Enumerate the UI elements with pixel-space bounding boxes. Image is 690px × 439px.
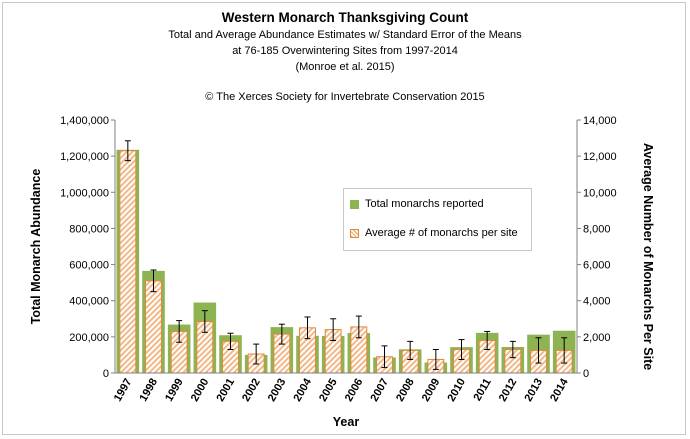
chart-subtitle-line-3: (Monroe et al. 2015) <box>295 61 395 73</box>
chart-title: Western Monarch Thanksgiving Count <box>221 10 469 25</box>
legend: Total monarchs reported Average # of mon… <box>343 188 532 251</box>
axes-layer <box>111 119 581 374</box>
y-tick-label-right-5: 10,000 <box>583 187 617 199</box>
y-tick-label-left-0: 0 <box>103 368 109 380</box>
legend-swatch-total <box>350 199 359 209</box>
x-tick-label-2005: 2005 <box>317 377 340 404</box>
x-tick-label-1999: 1999 <box>163 377 186 404</box>
x-tick-label-2003: 2003 <box>266 377 289 404</box>
y-tick-label-left-5: 1,000,000 <box>60 187 109 199</box>
x-tick-label-2006: 2006 <box>343 377 366 404</box>
x-tick-label-2010: 2010 <box>445 377 468 404</box>
bar-average-1998 <box>145 280 162 374</box>
x-tick-label-2007: 2007 <box>368 377 391 404</box>
x-tick-label-2000: 2000 <box>189 377 212 404</box>
x-tick-label-2001: 2001 <box>214 377 237 404</box>
y-axis-title-right: Average Number of Monarchs Per Site <box>641 143 655 370</box>
y-tick-label-right-2: 4,000 <box>583 296 611 308</box>
x-tick-label-1997: 1997 <box>112 377 135 404</box>
x-tick-label-2009: 2009 <box>420 377 443 404</box>
legend-swatch-average <box>350 228 359 238</box>
x-tick-label-2011: 2011 <box>471 376 493 403</box>
y-tick-label-right-1: 2,000 <box>583 332 611 344</box>
legend-item-average: Average # of monarchs per site <box>350 227 518 239</box>
bar-average-1997 <box>119 150 137 374</box>
y-tick-label-right-0: 0 <box>583 368 589 380</box>
y-tick-label-left-3: 600,000 <box>69 260 109 272</box>
y-tick-label-left-1: 200,000 <box>69 332 109 344</box>
legend-label-total: Total monarchs reported <box>365 198 484 210</box>
copyright-notice: © The Xerces Society for Invertebrate Co… <box>205 91 485 103</box>
x-tick-label-2012: 2012 <box>497 377 520 404</box>
y-tick-label-right-7: 14,000 <box>583 115 617 127</box>
x-tick-label-2004: 2004 <box>291 376 314 404</box>
axis-labels-layer: 1997 1998 1999 2000 2001 2002 2003 2004 2005 2006… <box>29 115 655 429</box>
x-tick-label-2014: 2014 <box>548 376 571 404</box>
y-tick-label-left-4: 800,000 <box>69 223 109 235</box>
y-tick-label-right-6: 12,000 <box>583 151 617 163</box>
legend-label-average: Average # of monarchs per site <box>365 227 518 239</box>
x-tick-label-2013: 2013 <box>522 377 545 404</box>
y-tick-label-left-6: 1,200,000 <box>60 151 109 163</box>
y-axis-title-left: Total Monarch Abundance <box>29 169 43 325</box>
y-tick-label-right-3: 6,000 <box>583 260 611 272</box>
chart-subtitle-line-1: Total and Average Abundance Estimates w/… <box>168 29 522 41</box>
chart-subtitle-line-2: at 76-185 Overwintering Sites from 1997-… <box>232 45 458 57</box>
y-tick-label-right-4: 8,000 <box>583 223 611 235</box>
y-tick-label-left-2: 400,000 <box>69 296 109 308</box>
legend-item-total: Total monarchs reported <box>350 198 484 210</box>
x-tick-label-2008: 2008 <box>394 377 417 404</box>
y-tick-label-left-7: 1,400,000 <box>60 115 109 127</box>
x-tick-label-2002: 2002 <box>240 377 263 404</box>
x-axis-title: Year <box>333 415 360 429</box>
x-tick-label-1998: 1998 <box>137 377 160 404</box>
bar-layer <box>116 140 576 374</box>
